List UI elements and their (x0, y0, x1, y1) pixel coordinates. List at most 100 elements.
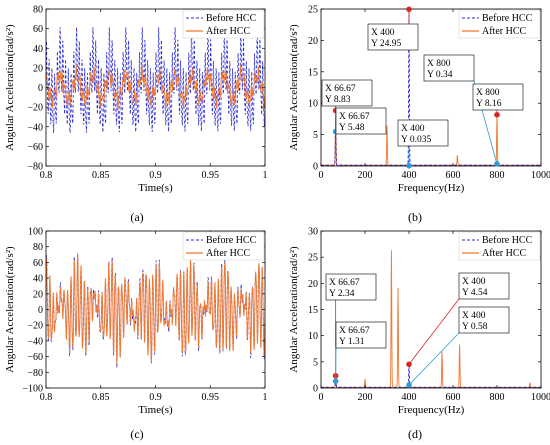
datatip: X 66.67Y 5.48 (332, 107, 387, 135)
y-tick-label: 10 (308, 331, 318, 342)
y-tick-label: 20 (308, 36, 318, 47)
x-tick-label: 0.9 (149, 392, 162, 403)
datatip-box (397, 119, 449, 147)
datatip-marker (332, 378, 339, 384)
panel-c: 0.8 0.85 0.9 0.95 1 −100 −80 −60 −40 −20 0 20 40 60 80… (4, 227, 268, 417)
datatip-leader (408, 298, 460, 365)
datatip-marker (494, 111, 500, 118)
datatip-box (367, 23, 419, 51)
x-axis-label: Frequency(Hz) (398, 182, 465, 194)
x-tick-label: 600 (446, 170, 461, 181)
legend-box (458, 231, 541, 261)
datatip-x-label: X 400 (371, 28, 395, 38)
x-axis-label: Time(s) (138, 182, 173, 194)
legend-label-after: After HCC (482, 248, 526, 259)
x-tick-label: 0.8 (40, 392, 53, 403)
x-tick-label: 0.85 (92, 170, 110, 181)
x-tick-label: 200 (358, 170, 373, 181)
panel-d: 0 200 400 600 800 1000 0 5 10 15 20 25 30 Frequency(H… (288, 227, 550, 417)
series-line-before-hcc (321, 9, 541, 166)
x-tick-label: 400 (402, 170, 417, 181)
y-tick-label: 80 (33, 242, 43, 253)
datatip-x-label: X 66.67 (339, 112, 370, 122)
datatip-y-label: Y 0.34 (427, 70, 453, 80)
legend-box (458, 9, 541, 39)
x-tick-label: 600 (446, 392, 461, 403)
datatip-box (472, 83, 524, 111)
legend-box (182, 231, 265, 261)
datatip-box (335, 107, 387, 135)
legend: Before HCC After HCC (458, 9, 541, 39)
y-tick-label: 0 (313, 384, 318, 395)
x-axis-label: Time(s) (138, 404, 173, 416)
datatip-x-label: X 66.67 (339, 326, 370, 336)
datatip-x-label: X 400 (401, 124, 425, 134)
datatip-y-label: Y 4.54 (462, 288, 488, 298)
legend-box (182, 9, 265, 39)
x-axis-label: Frequency(Hz) (398, 404, 465, 416)
legend-label-after: After HCC (206, 26, 250, 37)
datatip-x-label: X 66.67 (325, 84, 356, 94)
traces (46, 253, 265, 368)
series-line-after-hcc (46, 64, 265, 110)
x-tick-label: 1 (263, 392, 268, 403)
legend-label-before: Before HCC (482, 13, 533, 24)
x-tick-label: 1 (263, 170, 268, 181)
datatip-y-label: Y 8.83 (325, 95, 351, 105)
datatip-marker (406, 6, 412, 13)
datatip-y-label: Y 1.31 (339, 337, 365, 347)
traces (321, 250, 541, 388)
x-tick-label: 200 (358, 392, 373, 403)
y-tick-label: −100 (22, 384, 43, 395)
x-tick-label: 0.9 (149, 170, 162, 181)
y-axis-label: Angular Acceleration(rad/s²) (4, 246, 16, 373)
y-tick-label: −20 (27, 103, 43, 114)
x-tick-label: 800 (490, 170, 505, 181)
panel-a: 0.8 0.85 0.9 0.95 1 −80 −60 −40 −20 0 20 40 60 80 Time… (4, 5, 268, 195)
datatip: X 66.67Y 2.34 (325, 273, 377, 379)
traces (46, 27, 265, 134)
datatip: X 66.67Y 1.31 (332, 321, 387, 384)
datatip-marker (406, 361, 412, 368)
y-tick-label: 100 (28, 227, 43, 238)
legend: Before HCC After HCC (182, 231, 265, 261)
datatip-x-label: X 400 (462, 311, 486, 321)
caption-d: (d) (408, 427, 422, 441)
y-tick-label: −40 (27, 336, 43, 347)
series-line-before-hcc (46, 27, 265, 134)
datatip-x-label: X 400 (462, 277, 486, 287)
datatip-x-label: X 800 (427, 59, 451, 69)
x-tick-label: 0.95 (202, 392, 220, 403)
y-tick-label: −80 (27, 368, 43, 379)
datatip-x-label: X 66.67 (329, 278, 360, 288)
x-tick-label: 0.85 (92, 392, 110, 403)
y-tick-label: 40 (33, 274, 43, 285)
datatip-box (321, 79, 373, 107)
datatip-box (325, 273, 377, 301)
y-tick-label: 25 (308, 5, 318, 16)
datatip-y-label: Y 0.035 (401, 135, 432, 145)
y-axis-label: Angular Acceleration(rad/s²) (288, 246, 300, 373)
legend-label-before: Before HCC (482, 235, 533, 246)
y-tick-label: 15 (308, 67, 318, 78)
y-tick-label: 0 (38, 305, 43, 316)
datatip-x-label: X 800 (476, 88, 500, 98)
series-line-after-hcc (46, 254, 265, 365)
y-axis-label: Angular Acceleration(rad/s²) (4, 24, 16, 151)
y-tick-label: 80 (33, 5, 43, 16)
y-tick-label: 30 (308, 227, 318, 238)
y-tick-label: −20 (27, 321, 43, 332)
y-axis-label: Angular Acceleration(rad/s²) (288, 24, 300, 151)
y-tick-label: 20 (33, 289, 43, 300)
legend-label-after: After HCC (482, 26, 526, 37)
traces (321, 9, 541, 166)
y-tick-label: 25 (308, 253, 318, 264)
datatip-box (335, 321, 387, 349)
